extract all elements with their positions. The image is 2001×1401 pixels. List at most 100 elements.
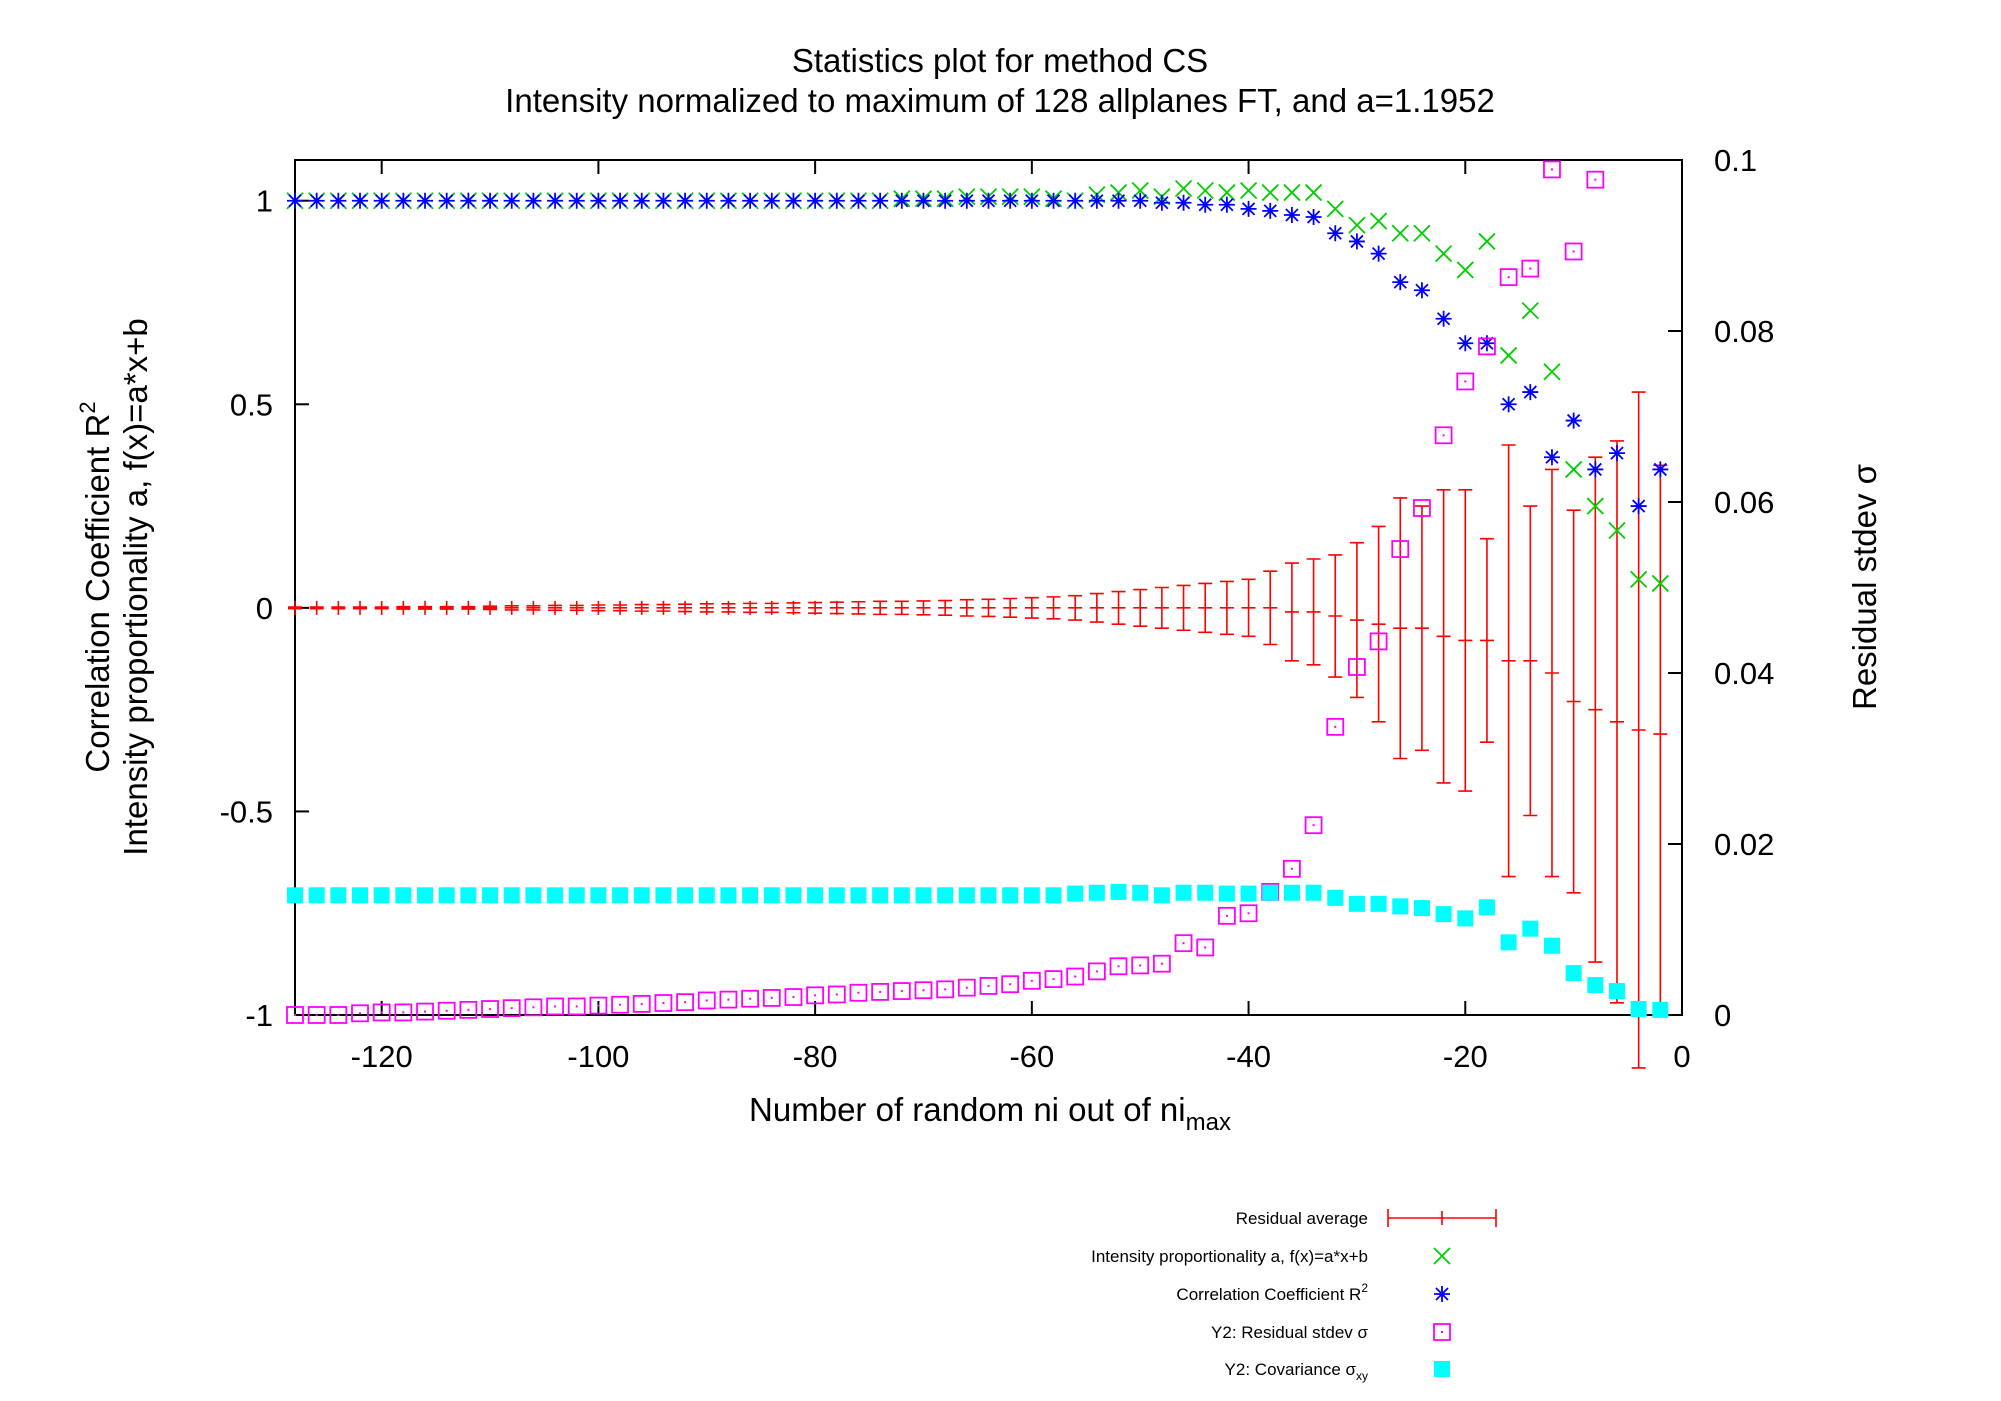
data-point bbox=[632, 994, 651, 1013]
legend-label-main: Residual average bbox=[1236, 1209, 1368, 1228]
errorbar-point bbox=[591, 600, 606, 615]
data-point bbox=[807, 192, 824, 209]
errorbar-point bbox=[851, 600, 866, 615]
data-point bbox=[762, 989, 781, 1007]
data-point bbox=[612, 192, 629, 209]
data-point bbox=[1196, 938, 1215, 957]
errorbar-point bbox=[1544, 468, 1559, 878]
errorbar-point bbox=[959, 598, 974, 617]
data-point bbox=[611, 995, 629, 1014]
legend-label-main: Correlation Coefficient R bbox=[1176, 1285, 1361, 1304]
data-point bbox=[936, 980, 955, 999]
data-point bbox=[1001, 975, 1020, 994]
data-point bbox=[1197, 884, 1214, 901]
y-tick-label: -0.5 bbox=[220, 794, 273, 829]
data-point bbox=[1500, 934, 1517, 951]
data-point bbox=[568, 192, 585, 209]
data-point bbox=[1067, 885, 1084, 902]
data-point bbox=[1002, 887, 1019, 904]
y2-tick-label: 0.02 bbox=[1714, 827, 1774, 862]
errorbar-point bbox=[396, 600, 411, 615]
legend-label: Correlation Coefficient R2 bbox=[1176, 1281, 1368, 1304]
data-point bbox=[438, 192, 455, 209]
data-point bbox=[547, 887, 564, 904]
data-point bbox=[460, 887, 477, 904]
data-point bbox=[287, 887, 303, 904]
data-point bbox=[481, 1000, 499, 1018]
errorbar-point bbox=[1219, 580, 1234, 636]
data-point bbox=[892, 982, 911, 1000]
series-0 bbox=[288, 391, 1668, 1069]
data-point bbox=[937, 192, 954, 209]
errorbar-point bbox=[331, 600, 346, 615]
data-point bbox=[1478, 337, 1496, 356]
data-point bbox=[437, 1001, 456, 1020]
data-point bbox=[827, 985, 846, 1004]
errorbar-point bbox=[1479, 537, 1494, 744]
data-point bbox=[980, 192, 997, 209]
errorbar-point bbox=[1371, 525, 1386, 723]
data-point bbox=[308, 192, 325, 209]
data-point bbox=[1153, 887, 1170, 904]
data-point bbox=[1521, 302, 1539, 320]
legend: Residual average Intensity proportionalit… bbox=[1091, 1209, 1497, 1383]
series-2 bbox=[287, 192, 1669, 515]
x-tick-label: -80 bbox=[793, 1039, 838, 1074]
errorbar-point bbox=[1414, 505, 1429, 752]
data-point bbox=[1067, 192, 1084, 209]
x-axis-ticks: -120 -100 -80 -60 -40 -20 0 bbox=[351, 160, 1691, 1074]
y2-axis-label: Residual stdev σ bbox=[1846, 464, 1883, 710]
data-point bbox=[893, 192, 910, 209]
errorbar-point bbox=[461, 600, 476, 615]
data-point bbox=[1543, 160, 1561, 179]
data-point bbox=[1565, 460, 1583, 479]
data-point bbox=[1587, 461, 1604, 478]
errorbar-point bbox=[1046, 596, 1061, 620]
legend-label: Y2: Covariance σxy bbox=[1225, 1360, 1368, 1383]
data-point bbox=[1522, 920, 1539, 937]
data-point bbox=[958, 192, 975, 209]
data-point bbox=[1348, 233, 1365, 250]
data-point bbox=[1435, 310, 1452, 327]
data-point bbox=[1521, 259, 1540, 278]
errorbar-point bbox=[1176, 584, 1191, 632]
data-point bbox=[372, 1003, 391, 1022]
errorbar-point bbox=[526, 600, 541, 615]
x-tick-label: -60 bbox=[1009, 1039, 1054, 1074]
data-point bbox=[1218, 183, 1236, 202]
data-point bbox=[352, 887, 369, 904]
data-point bbox=[503, 887, 520, 904]
data-point bbox=[1652, 461, 1669, 478]
chart-title: Statistics plot for method CS bbox=[792, 42, 1208, 79]
data-point bbox=[1586, 497, 1604, 515]
x-tick-label: -20 bbox=[1443, 1039, 1488, 1074]
x-tick-label: 0 bbox=[1673, 1039, 1690, 1074]
x-axis-label: Number of random ni out of nimax bbox=[749, 1091, 1231, 1136]
errorbar-point bbox=[439, 600, 454, 615]
data-point bbox=[1174, 934, 1193, 953]
data-point bbox=[1413, 900, 1430, 917]
series-1 bbox=[286, 179, 1669, 593]
data-point bbox=[633, 887, 650, 904]
data-point bbox=[654, 994, 673, 1012]
data-point bbox=[482, 887, 499, 904]
errorbar-point bbox=[1609, 440, 1624, 1004]
data-point bbox=[547, 192, 564, 209]
chart-subtitle: Intensity normalized to maximum of 128 a… bbox=[505, 82, 1495, 119]
data-point bbox=[1240, 200, 1257, 217]
errorbar-point bbox=[1328, 554, 1343, 678]
errorbar-point bbox=[1133, 588, 1148, 627]
y-axis-label-line1: Correlation Coefficient R2 bbox=[75, 401, 116, 772]
legend-label: Residual average bbox=[1236, 1209, 1368, 1228]
data-point bbox=[1434, 245, 1453, 263]
errorbar-point bbox=[1523, 505, 1538, 817]
errorbar-point bbox=[353, 600, 368, 615]
data-point bbox=[1174, 179, 1193, 198]
y2-tick-label: 0.08 bbox=[1714, 314, 1774, 349]
errorbar-point bbox=[1111, 590, 1126, 625]
data-point bbox=[1283, 884, 1300, 901]
data-point bbox=[1543, 449, 1560, 466]
data-point bbox=[503, 192, 520, 209]
data-point bbox=[849, 983, 868, 1002]
errorbar-point bbox=[721, 600, 736, 615]
